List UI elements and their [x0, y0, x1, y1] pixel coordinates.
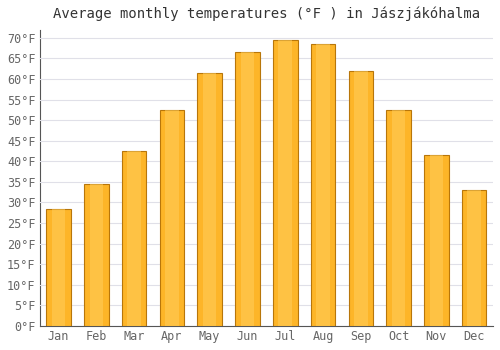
Bar	[46, 209, 71, 326]
Bar	[386, 110, 411, 326]
Bar	[468, 190, 481, 326]
Bar	[273, 40, 297, 326]
Bar	[278, 40, 292, 326]
Bar	[198, 73, 222, 326]
Bar	[160, 110, 184, 326]
Bar	[90, 184, 103, 326]
Bar	[316, 44, 330, 326]
Bar	[52, 209, 66, 326]
Title: Average monthly temperatures (°F ) in Jászjákóhalma: Average monthly temperatures (°F ) in Já…	[53, 7, 480, 21]
Bar	[348, 71, 373, 326]
Bar	[235, 52, 260, 326]
Bar	[128, 151, 141, 326]
Bar	[122, 151, 146, 326]
Bar	[462, 190, 486, 326]
Bar	[165, 110, 178, 326]
Bar	[240, 52, 254, 326]
Bar	[354, 71, 368, 326]
Bar	[203, 73, 216, 326]
Bar	[84, 184, 108, 326]
Bar	[424, 155, 448, 326]
Bar	[310, 44, 336, 326]
Bar	[392, 110, 406, 326]
Bar	[430, 155, 443, 326]
